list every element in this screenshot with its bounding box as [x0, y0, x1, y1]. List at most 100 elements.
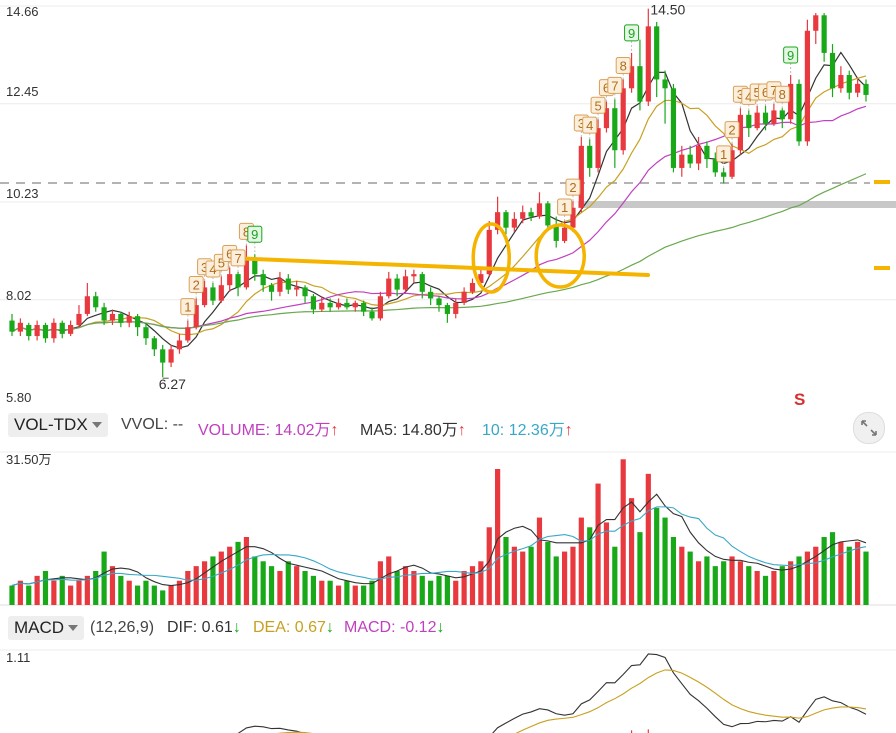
volume-bar: [528, 546, 534, 605]
candle: [444, 305, 450, 314]
count-marker-label: 6: [226, 246, 233, 261]
count-marker-label: 1: [561, 200, 568, 215]
volume-bar: [846, 546, 852, 605]
candle: [160, 349, 166, 363]
volume-bar: [118, 575, 124, 605]
candle: [377, 296, 383, 319]
candle: [645, 26, 651, 102]
candle: [319, 302, 325, 310]
candle: [335, 302, 342, 308]
dif-line: [237, 653, 867, 733]
volume-bar: [277, 571, 283, 605]
volume-bar: [411, 571, 417, 605]
candle: [796, 83, 802, 142]
candle: [469, 282, 476, 292]
count-marker-box: [724, 121, 740, 139]
count-marker-label: 9: [787, 48, 794, 63]
candle: [42, 324, 49, 339]
vol-legend-volume: VOLUME: 14.02万↑: [198, 422, 339, 439]
candle: [561, 227, 568, 241]
volume-bar: [210, 556, 216, 605]
vol-legend-vvol: VVOL: --: [121, 416, 184, 433]
volume-bar: [754, 571, 760, 605]
candle: [536, 203, 543, 217]
candle: [386, 278, 392, 297]
candle: [210, 287, 216, 301]
candle: [687, 154, 693, 164]
volume-ma10-line: [11, 506, 867, 587]
candle: [218, 285, 224, 301]
volume-bar: [34, 575, 40, 605]
volume-bar: [855, 541, 861, 605]
candle: [746, 114, 752, 129]
price-tick-label: 8.02: [6, 288, 31, 303]
candle: [436, 298, 442, 306]
candle: [411, 274, 417, 277]
count-marker-box: [615, 56, 631, 74]
volume-indicator-selector[interactable]: VOL-TDX: [8, 413, 108, 437]
low-price-label: 6.27: [159, 376, 186, 392]
price-tick-label: 12.45: [6, 84, 39, 99]
volume-bar: [402, 566, 409, 605]
candle: [235, 274, 241, 288]
volume-bar: [796, 556, 802, 605]
candle: [721, 172, 727, 177]
candle: [17, 322, 23, 332]
volume-bar: [712, 566, 718, 605]
candle: [227, 274, 233, 286]
candle: [838, 75, 844, 89]
macd-legend-macd: MACD: -0.12↓: [344, 619, 445, 636]
volume-max-label: 31.50万: [6, 452, 52, 467]
count-marker-label: 8: [779, 87, 786, 102]
candle: [310, 296, 317, 310]
candle: [855, 83, 861, 93]
volume-bar: [511, 546, 517, 605]
count-marker-label: 1: [720, 147, 727, 162]
volume-bar: [453, 580, 459, 605]
candle: [68, 324, 74, 334]
candle: [285, 278, 291, 290]
macd-legend-dif: DIF: 0.61↓: [167, 619, 241, 636]
candle: [252, 258, 258, 275]
high-price-label: 14.50: [650, 2, 685, 18]
volume-bar: [352, 585, 358, 605]
count-marker-box: [783, 46, 799, 64]
candle: [578, 145, 584, 208]
count-marker-label: 4: [209, 262, 216, 277]
candle: [662, 79, 668, 89]
candle: [863, 83, 869, 95]
count-marker-box: [180, 298, 196, 316]
volume-bar: [762, 575, 769, 605]
volume-bar: [377, 561, 383, 605]
candle: [528, 212, 534, 217]
right-edge-marker: [874, 180, 890, 184]
count-marker-box: [607, 76, 623, 94]
candle: [654, 26, 660, 80]
volume-bar: [570, 546, 576, 605]
count-marker-label: 5: [594, 98, 601, 113]
volume-bar: [84, 575, 90, 605]
price-axis-labels: 14.66 12.45 10.23 8.02 5.80 6.27 14.50 S: [6, 2, 805, 409]
vol-legend-ma10: 10: 12.36万↑: [482, 422, 573, 439]
macd-max-label: 1.11: [6, 650, 30, 665]
volume-bar: [662, 517, 668, 605]
candle: [361, 302, 367, 312]
volume-bar: [654, 507, 660, 605]
candle: [486, 229, 492, 275]
candle: [193, 305, 199, 328]
count-marker-label: 8: [620, 58, 627, 73]
volume-bar: [419, 575, 425, 605]
count-marker-label: 2: [569, 180, 576, 195]
macd-indicator-selector[interactable]: MACD: [8, 616, 85, 640]
count-marker-label: 9: [628, 26, 635, 41]
expand-button[interactable]: [853, 412, 885, 444]
count-marker-label: 4: [745, 89, 752, 104]
macd-legend-params: (12,26,9): [90, 619, 155, 636]
volume-bar: [469, 566, 476, 605]
volume-bar: [737, 561, 744, 605]
chevron-down-icon: [68, 625, 79, 631]
volume-bar: [637, 532, 643, 605]
candle: [126, 316, 132, 323]
volume-bar: [42, 571, 49, 605]
candle: [176, 340, 183, 350]
